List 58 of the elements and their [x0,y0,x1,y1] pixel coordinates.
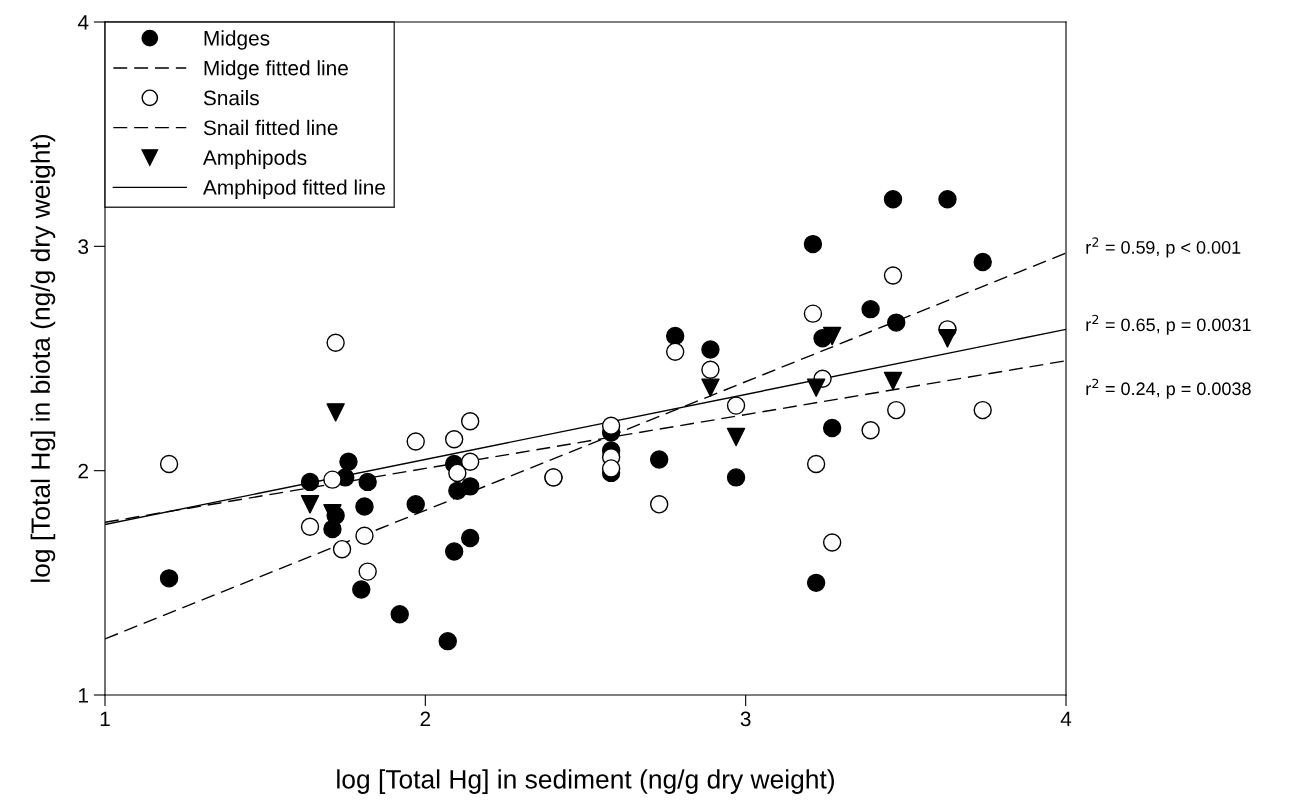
x-tick-label: 3 [740,711,751,727]
point [601,459,621,478]
legend-label: Snails [203,90,259,106]
point [806,573,826,593]
point [883,190,903,209]
x-tick-label: 1 [100,711,110,727]
point [448,463,467,483]
point [438,631,457,651]
x-axis-title: log [Total Hg] in sediment (ng/g dry weight) [337,769,834,794]
point [339,452,358,471]
legend-label: Amphipod fitted line [202,179,385,199]
point [701,340,720,359]
point [460,477,480,496]
point [938,190,957,209]
y-tick-label: 3 [78,239,89,255]
point [726,468,746,487]
x-tick-label: 2 [420,711,431,727]
point [665,326,685,346]
point [444,542,464,561]
point [352,580,371,599]
point [460,528,480,548]
point [159,569,179,588]
y-axis-title: log [Total Hg] in biota (ng/g dry weight) [30,134,56,582]
legend-label: Midge fitted line [204,60,348,80]
text: r$^{2}$ = 0.59, p < 0.001 [1086,237,1241,258]
legend-label: Amphipods [202,149,307,170]
point [300,472,320,492]
y-tick-label: 2 [78,463,88,479]
point [887,313,906,332]
point [883,371,903,391]
point [973,252,992,272]
point [601,416,621,436]
y-tick-label: 1 [79,688,89,703]
point [861,299,880,319]
point [726,427,746,447]
point [323,470,342,489]
legend-label: Midges [204,30,270,50]
point [822,418,842,438]
point [406,495,425,514]
legend-label: Snail fitted line [203,119,338,136]
point [390,605,409,624]
point [822,326,842,346]
x-tick-label: 4 [1060,711,1072,727]
point [806,378,826,397]
text: r$^{2}$ = 0.65, p = 0.0031 [1086,314,1251,335]
point [355,526,374,545]
point [803,234,823,254]
point [300,495,320,514]
y-tick-label: 4 [77,15,89,30]
point [701,378,720,397]
point [332,539,352,559]
point [323,519,342,539]
text: r$^{2}$ = 0.24, p = 0.0038 [1086,378,1251,399]
point [649,450,669,469]
point [355,497,374,516]
point [358,472,377,492]
point [938,329,957,348]
point [326,403,345,422]
